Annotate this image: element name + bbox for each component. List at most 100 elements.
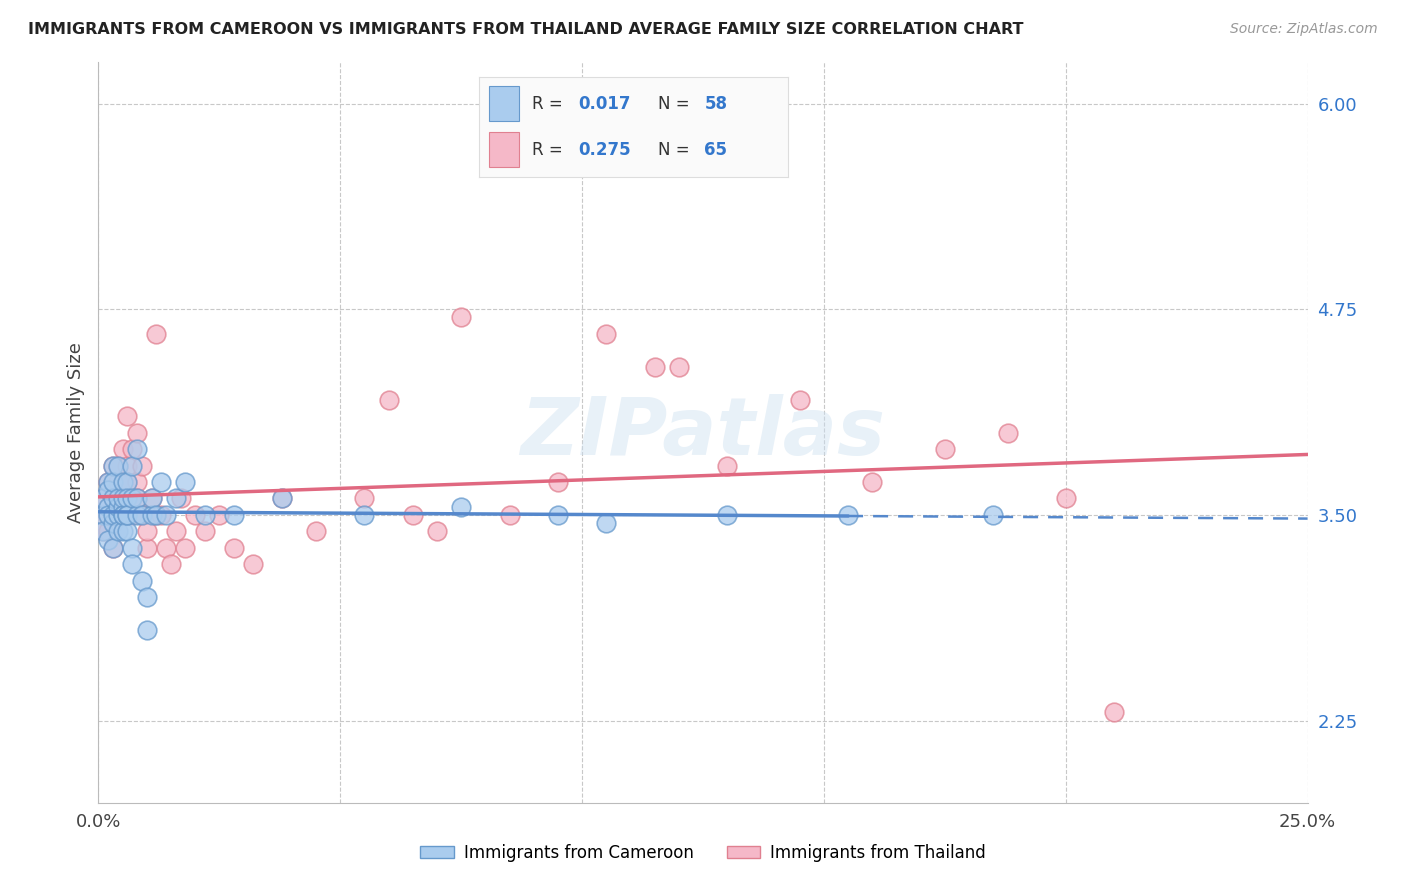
Point xyxy=(107,475,129,489)
Point xyxy=(91,491,114,506)
Point xyxy=(169,491,191,506)
Point xyxy=(97,500,120,514)
Point xyxy=(644,359,666,374)
Point xyxy=(107,508,129,522)
Point xyxy=(107,458,129,473)
Point xyxy=(305,524,328,539)
Point xyxy=(174,541,197,555)
Point xyxy=(1102,706,1125,720)
Point xyxy=(547,475,569,489)
Point xyxy=(271,491,294,506)
Point xyxy=(107,524,129,539)
Point xyxy=(860,475,883,489)
Point xyxy=(353,508,375,522)
Point xyxy=(498,508,520,522)
Point xyxy=(91,508,114,522)
Point xyxy=(111,524,134,539)
Point xyxy=(595,326,617,341)
Point xyxy=(165,524,187,539)
Point xyxy=(595,516,617,530)
Point xyxy=(127,475,149,489)
Point xyxy=(194,508,217,522)
Point xyxy=(117,475,139,489)
Point xyxy=(222,541,245,555)
Point xyxy=(91,491,114,506)
Point xyxy=(668,359,690,374)
Point xyxy=(997,425,1019,440)
Point xyxy=(135,590,157,604)
Point xyxy=(117,475,139,489)
Point xyxy=(101,458,124,473)
Point xyxy=(131,574,153,588)
Point xyxy=(117,508,139,522)
Point xyxy=(981,508,1004,522)
Point xyxy=(837,508,859,522)
Point xyxy=(107,508,129,522)
Point xyxy=(1054,491,1077,506)
Point xyxy=(127,508,149,522)
Point xyxy=(174,475,197,489)
Point xyxy=(121,491,143,506)
Text: IMMIGRANTS FROM CAMEROON VS IMMIGRANTS FROM THAILAND AVERAGE FAMILY SIZE CORRELA: IMMIGRANTS FROM CAMEROON VS IMMIGRANTS F… xyxy=(28,22,1024,37)
Point xyxy=(131,458,153,473)
Point xyxy=(111,491,134,506)
Point xyxy=(91,508,114,522)
Point xyxy=(155,508,177,522)
Point xyxy=(141,508,163,522)
Point xyxy=(353,491,375,506)
Point xyxy=(117,409,139,424)
Point xyxy=(127,491,149,506)
Point xyxy=(131,508,153,522)
Point xyxy=(117,491,139,506)
Point xyxy=(97,508,120,522)
Point xyxy=(121,491,143,506)
Point xyxy=(111,442,134,456)
Point xyxy=(155,541,177,555)
Point xyxy=(145,326,167,341)
Point xyxy=(121,558,143,572)
Point xyxy=(91,524,114,539)
Point xyxy=(111,491,134,506)
Point xyxy=(208,508,231,522)
Point xyxy=(716,458,738,473)
Point xyxy=(107,458,129,473)
Point xyxy=(402,508,425,522)
Point xyxy=(101,491,124,506)
Point xyxy=(121,458,143,473)
Point xyxy=(165,491,187,506)
Point xyxy=(222,508,245,522)
Point xyxy=(121,508,143,522)
Point xyxy=(194,524,217,539)
Legend: Immigrants from Cameroon, Immigrants from Thailand: Immigrants from Cameroon, Immigrants fro… xyxy=(413,838,993,869)
Point xyxy=(934,442,956,456)
Point xyxy=(91,524,114,539)
Text: ZIPatlas: ZIPatlas xyxy=(520,393,886,472)
Point xyxy=(101,508,124,522)
Point xyxy=(111,508,134,522)
Point xyxy=(131,508,153,522)
Point xyxy=(117,508,139,522)
Point xyxy=(97,475,120,489)
Point xyxy=(101,541,124,555)
Point xyxy=(377,392,399,407)
Point xyxy=(111,508,134,522)
Point xyxy=(121,442,143,456)
Point xyxy=(111,491,134,506)
Point xyxy=(716,508,738,522)
Point xyxy=(150,475,173,489)
Point xyxy=(117,524,139,539)
Point xyxy=(450,310,472,325)
Point xyxy=(117,508,139,522)
Point xyxy=(127,491,149,506)
Point xyxy=(160,558,183,572)
Point xyxy=(117,458,139,473)
Point xyxy=(135,524,157,539)
Point xyxy=(107,491,129,506)
Point xyxy=(97,483,120,498)
Text: Source: ZipAtlas.com: Source: ZipAtlas.com xyxy=(1230,22,1378,37)
Point xyxy=(271,491,294,506)
Point xyxy=(101,541,124,555)
Point xyxy=(547,508,569,522)
Point xyxy=(111,500,134,514)
Point xyxy=(97,475,120,489)
